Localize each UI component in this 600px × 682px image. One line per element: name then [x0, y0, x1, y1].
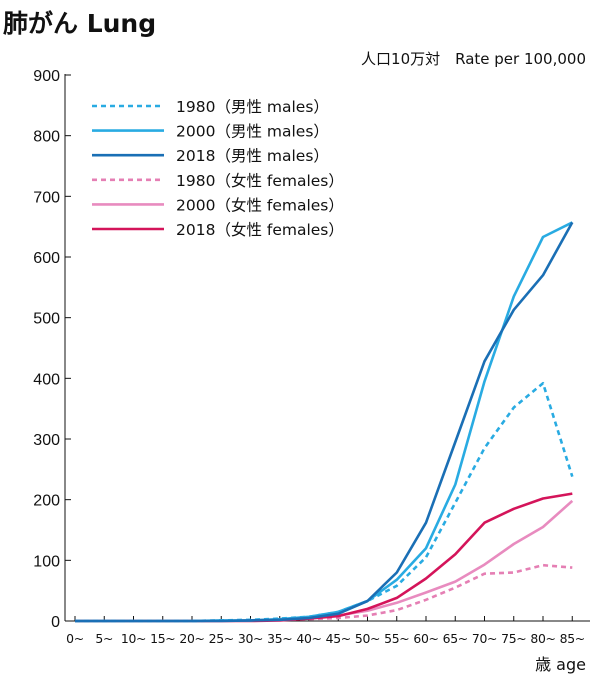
x-tick-label: 65~: [443, 631, 468, 646]
y-tick-label: 300: [33, 432, 60, 449]
legend-label-2: 2018（男性 males）: [176, 147, 329, 165]
y-tick-label: 200: [33, 493, 60, 510]
series-line-2: [75, 221, 574, 623]
series-line-0: [75, 381, 574, 623]
x-tick-label: 35~: [267, 631, 292, 646]
legend-label-0: 1980（男性 males）: [176, 98, 329, 116]
legend: 1980（男性 males） 2000（男性 males） 2018（男性 male…: [92, 98, 344, 239]
series-line-3: [75, 563, 573, 623]
y-tick-label: 100: [33, 553, 60, 570]
x-tick-label: 85~: [560, 631, 585, 646]
legend-label-4: 2000（女性 females）: [176, 195, 344, 214]
x-tick-label: 25~: [209, 631, 234, 646]
x-tick-label: 45~: [326, 631, 351, 646]
series-lines: [75, 221, 574, 623]
x-tick-label: 10~: [121, 631, 146, 646]
x-axis-label: 歳 age: [535, 655, 586, 674]
x-tick-label: 80~: [530, 631, 555, 646]
x-tick-label: 60~: [413, 631, 438, 646]
y-tick-label: 500: [33, 311, 60, 328]
legend-label-1: 2000（男性 males）: [176, 123, 329, 141]
series-line-1: [75, 221, 573, 623]
y-tick-label: 600: [33, 250, 60, 267]
x-tick-label: 75~: [501, 631, 526, 646]
x-tick-label: 5~: [95, 631, 113, 646]
y-tick-label: 400: [33, 371, 60, 388]
y-tick-label: 700: [33, 189, 60, 206]
y-tick-label: 0: [51, 614, 60, 631]
x-tick-label: 40~: [296, 631, 321, 646]
x-tick-label: 70~: [472, 631, 497, 646]
y-tick-label: 800: [33, 129, 60, 146]
x-tick-label: 30~: [238, 631, 263, 646]
y-axis-ticks: 0 100 200 300 400 500 600 700 800 900: [33, 68, 71, 631]
legend-label-3: 1980（女性 females）: [176, 171, 344, 190]
x-tick-label: 15~: [150, 631, 175, 646]
unit-label: 人口10万対 Rate per 100,000: [361, 50, 586, 68]
x-tick-label: 55~: [384, 631, 409, 646]
x-axis-ticks: 0~ 5~ 10~ 15~ 20~ 25~ 30~ 35~ 40~ 45~ 50~ 55~ 60~ 65~…: [66, 616, 585, 646]
y-tick-label: 900: [33, 68, 60, 85]
x-tick-label: 20~: [179, 631, 204, 646]
x-tick-label: 0~: [66, 631, 84, 646]
legend-label-5: 2018（女性 females）: [176, 220, 344, 239]
x-tick-label: 50~: [355, 631, 380, 646]
chart-title: 肺がん Lung: [3, 9, 156, 38]
series-line-4: [75, 499, 574, 623]
series-line-5: [75, 492, 573, 623]
